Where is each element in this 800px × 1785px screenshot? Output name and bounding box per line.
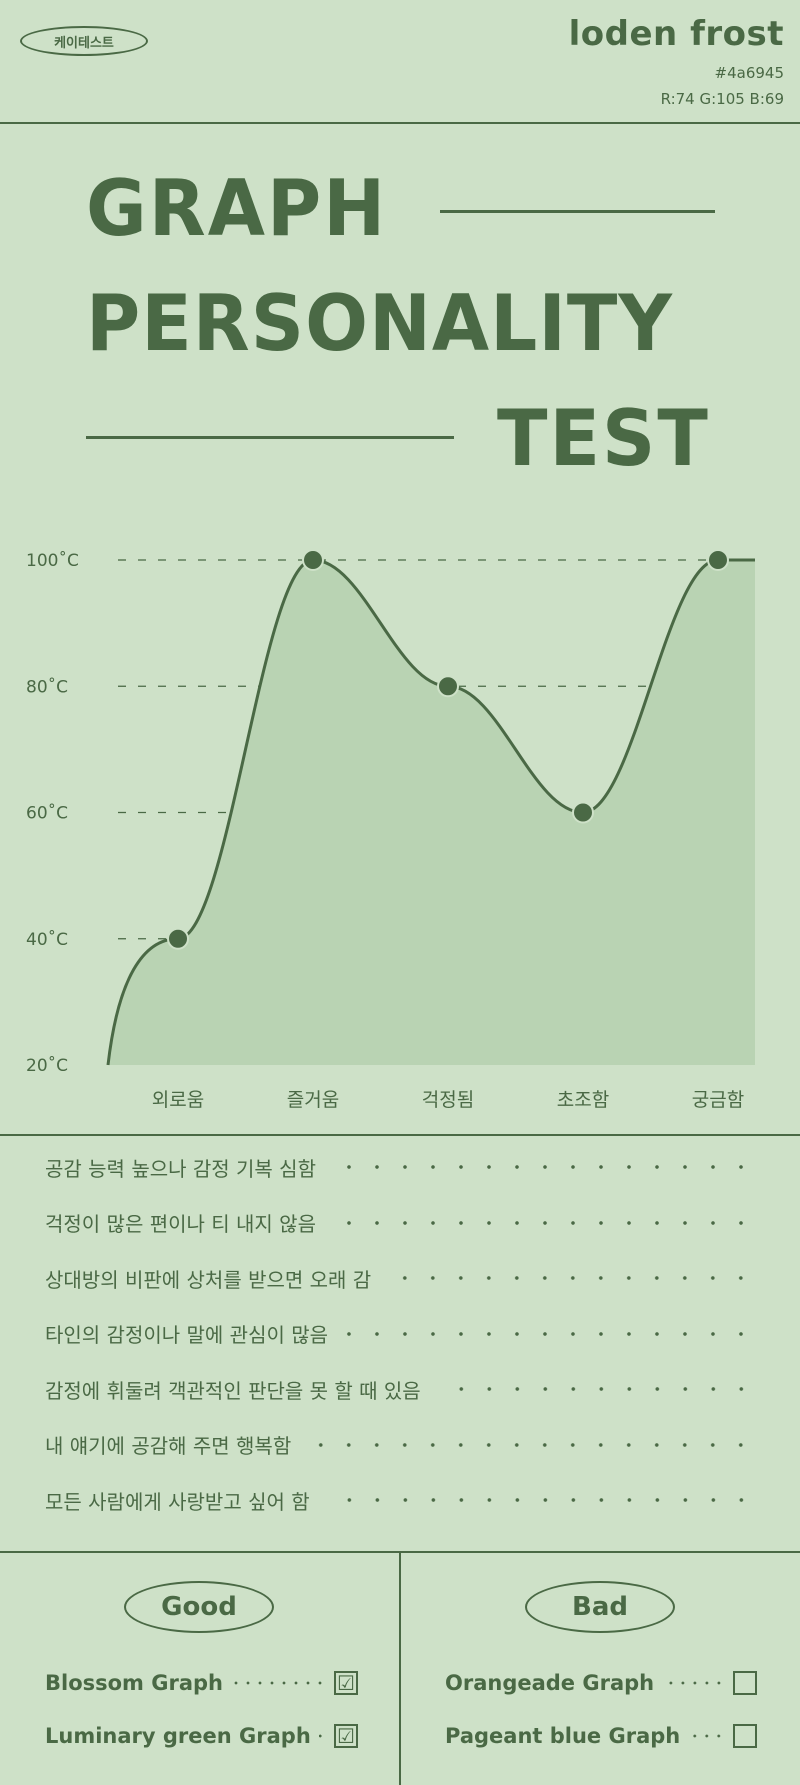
x-tick-label: 외로움 bbox=[152, 1089, 204, 1111]
bad-item-name: Pageant blue Graph bbox=[445, 1724, 681, 1748]
leader-dots bbox=[662, 1681, 725, 1685]
leader-dots bbox=[332, 1220, 755, 1225]
trait-row: 공감 능력 높으나 감정 기복 심함 bbox=[45, 1147, 755, 1187]
title-line-2: PERSONALITY bbox=[86, 278, 673, 369]
trait-text: 모든 사람에게 사랑받고 싶어 함 bbox=[45, 1489, 310, 1514]
bad-badge: Bad bbox=[525, 1581, 675, 1633]
good-item: Blossom Graph ☑ bbox=[45, 1668, 358, 1698]
data-point bbox=[707, 549, 729, 571]
trait-text: 타인의 감정이나 말에 관심이 많음 bbox=[45, 1323, 329, 1347]
bad-item: Orangeade Graph bbox=[445, 1668, 757, 1698]
leader-dots bbox=[231, 1681, 326, 1685]
y-tick-label: 20˚C bbox=[26, 1055, 68, 1076]
good-item-name: Blossom Graph bbox=[45, 1671, 223, 1695]
compatibility-section: Good Blossom Graph ☑ Luminary green Grap… bbox=[0, 1553, 800, 1785]
leader-dots bbox=[318, 1734, 326, 1738]
leader-dots bbox=[436, 1387, 755, 1391]
emotion-chart: 20˚C 40˚C 60˚C 80˚C 100˚C 외로움 즐거움 걱정됨 초조함 궁금함 bbox=[26, 549, 755, 1111]
good-item-name: Luminary green Graph bbox=[45, 1724, 311, 1748]
trait-row: 내 얘기에 공감해 주면 행복함 bbox=[45, 1425, 755, 1465]
trait-text: 내 얘기에 공감해 주면 행복함 bbox=[45, 1434, 292, 1458]
color-hex: #4a6945 bbox=[714, 64, 784, 82]
data-point bbox=[302, 549, 324, 571]
data-point bbox=[167, 927, 189, 950]
leader-dots bbox=[325, 1498, 755, 1502]
leader-dots bbox=[332, 1165, 755, 1169]
trait-text: 감정에 휘둘려 객관적인 판단을 못 할 때 있음 bbox=[45, 1378, 421, 1403]
section-divider bbox=[0, 1551, 800, 1553]
color-rgb: R:74 G:105 B:69 bbox=[660, 90, 784, 108]
x-tick-label: 초조함 bbox=[557, 1089, 609, 1111]
leader-dots bbox=[344, 1331, 755, 1336]
y-tick-label: 60˚C bbox=[26, 803, 68, 824]
title-rule-top bbox=[440, 210, 715, 213]
trait-row: 상대방의 비판에 상처를 받으면 오래 감 bbox=[45, 1258, 755, 1298]
good-item: Luminary green Graph ☑ bbox=[45, 1721, 358, 1751]
column-divider bbox=[399, 1553, 401, 1785]
checkbox-empty-icon[interactable] bbox=[733, 1724, 757, 1748]
trait-row: 타인의 감정이나 말에 관심이 많음 bbox=[45, 1314, 755, 1354]
title-rule-bottom bbox=[86, 436, 454, 439]
trait-text: 공감 능력 높으나 감정 기복 심함 bbox=[45, 1156, 316, 1181]
x-tick-label: 걱정됨 bbox=[422, 1089, 474, 1111]
trait-row: 모든 사람에게 사랑받고 싶어 함 bbox=[45, 1480, 755, 1520]
title-line-3: TEST bbox=[497, 393, 710, 484]
data-point bbox=[437, 675, 459, 698]
y-tick-label: 100˚C bbox=[26, 550, 79, 571]
trait-text: 걱정이 많은 편이나 티 내지 않음 bbox=[45, 1212, 316, 1236]
x-tick-label: 즐거움 bbox=[287, 1089, 339, 1111]
good-badge: Good bbox=[124, 1581, 274, 1633]
area-fill bbox=[108, 560, 755, 1065]
leader-dots bbox=[307, 1442, 755, 1447]
data-point bbox=[572, 801, 594, 824]
header: 케이테스트 loden frost #4a6945 R:74 G:105 B:6… bbox=[0, 0, 800, 124]
leader-dots bbox=[387, 1276, 755, 1280]
trait-row: 걱정이 많은 편이나 티 내지 않음 bbox=[45, 1203, 755, 1243]
bad-item-name: Orangeade Graph bbox=[445, 1671, 655, 1695]
brand-badge[interactable]: 케이테스트 bbox=[20, 26, 148, 56]
trait-text: 상대방의 비판에 상처를 받으면 오래 감 bbox=[45, 1267, 372, 1292]
checkbox-checked-icon[interactable]: ☑ bbox=[334, 1724, 358, 1748]
leader-dots bbox=[688, 1734, 725, 1738]
y-tick-label: 80˚C bbox=[26, 676, 68, 697]
bad-item: Pageant blue Graph bbox=[445, 1721, 757, 1751]
y-tick-label: 40˚C bbox=[26, 929, 68, 950]
trait-row: 감정에 휘둘려 객관적인 판단을 못 할 때 있음 bbox=[45, 1369, 755, 1409]
title-line-1: GRAPH bbox=[86, 163, 388, 254]
x-tick-label: 궁금함 bbox=[692, 1089, 744, 1111]
color-name: loden frost bbox=[568, 14, 784, 54]
section-divider bbox=[0, 1134, 800, 1136]
checkbox-checked-icon[interactable]: ☑ bbox=[334, 1671, 358, 1695]
checkbox-empty-icon[interactable] bbox=[733, 1671, 757, 1695]
